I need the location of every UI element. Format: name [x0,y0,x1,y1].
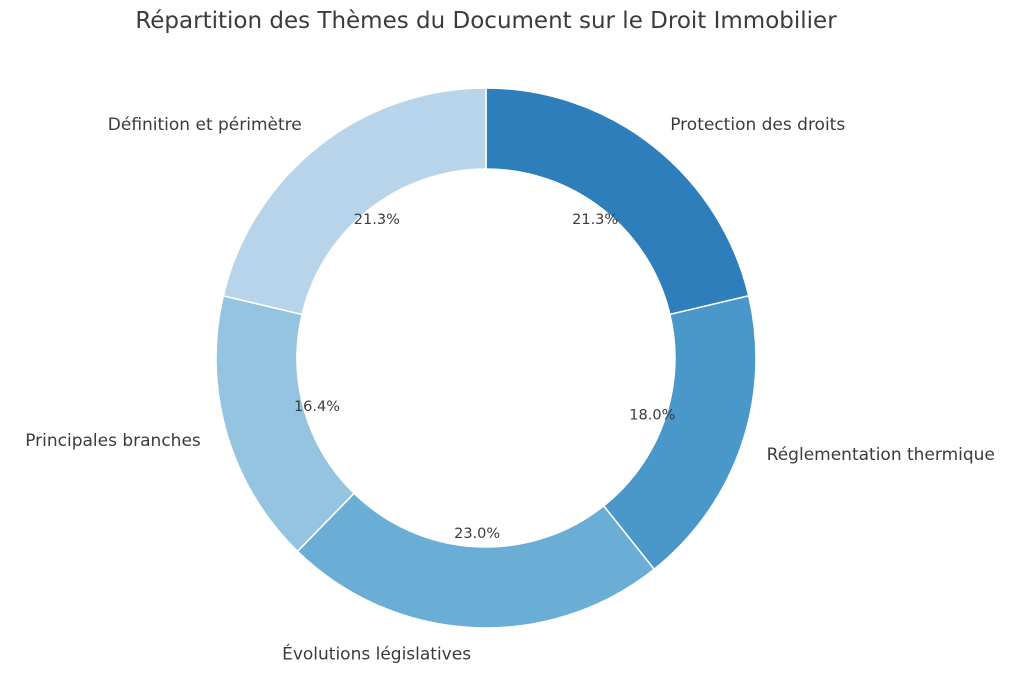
percentage-labels: 21.3% 18.0% 23.0% 16.4% 21.3% [294,212,675,542]
category-labels: Protection des droits Réglementation ther… [25,115,995,665]
category-label: Définition et périmètre [108,115,302,135]
category-label: Réglementation thermique [767,445,995,465]
percentage-label: 21.3% [572,212,618,228]
donut-slices [215,87,757,629]
category-label: Principales branches [25,431,201,451]
percentage-label: 18.0% [629,408,675,424]
category-label: Évolutions législatives [282,643,471,665]
category-label: Protection des droits [670,115,845,135]
donut-slice [602,294,757,571]
donut-slice [222,87,487,316]
percentage-label: 23.0% [454,526,500,542]
percentage-label: 16.4% [294,399,340,415]
donut-slice [215,294,356,553]
donut-slice [296,492,656,629]
chart-title: Répartition des Thèmes du Document sur l… [135,8,837,34]
percentage-label: 21.3% [354,212,400,228]
